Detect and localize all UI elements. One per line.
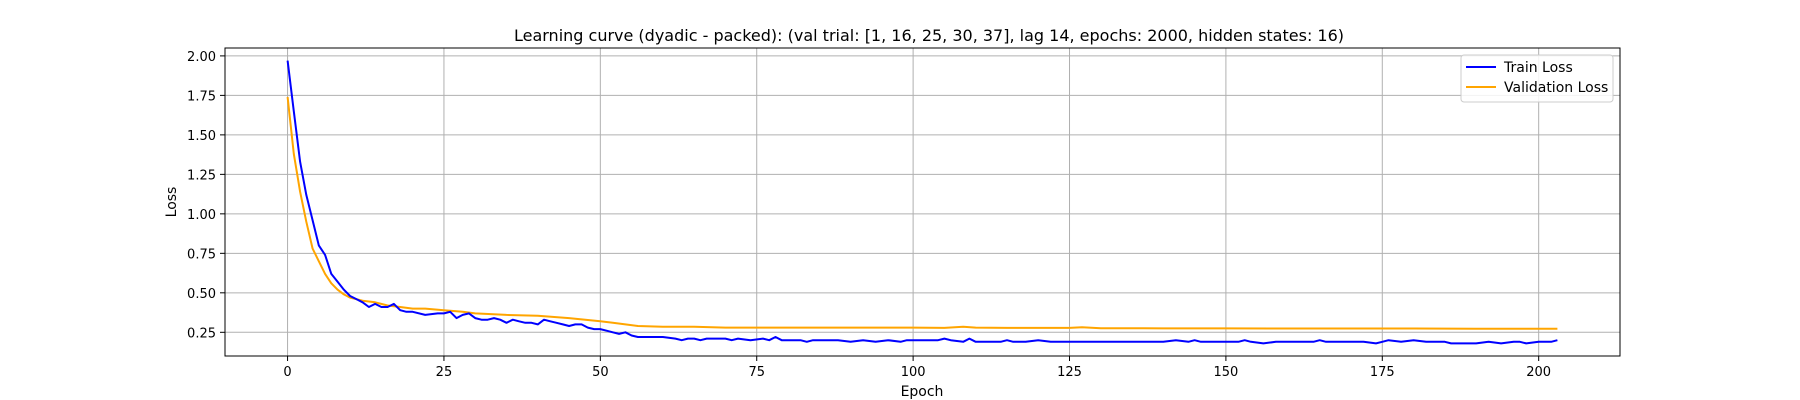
legend-box [1460, 54, 1614, 103]
y-axis-label: Loss [164, 187, 180, 218]
x-tick-label: 75 [748, 365, 765, 380]
legend: Train Loss Validation Loss [1460, 54, 1614, 103]
x-axis-ticks: 0 25 50 75 100 125 150 175 200 [283, 356, 1551, 380]
y-tick-label: 0.50 [187, 287, 216, 302]
validation-loss-line [286, 96, 1558, 330]
y-tick-label: 2.00 [187, 50, 216, 65]
series-layer [286, 60, 1558, 345]
x-tick-label: 175 [1370, 365, 1395, 380]
y-tick-label: 1.00 [187, 208, 216, 223]
chart-title: Learning curve (dyadic - packed): (val t… [514, 26, 1344, 45]
y-axis-ticks: 0.25 0.50 0.75 1.00 1.25 1.50 1.75 2.00 [187, 50, 225, 341]
x-tick-label: 100 [901, 365, 926, 380]
legend-label-validation: Validation Loss [1504, 80, 1608, 96]
y-tick-label: 0.25 [187, 326, 216, 341]
legend-label-train: Train Loss [1503, 60, 1573, 76]
train-loss-line [286, 60, 1558, 345]
y-tick-label: 0.75 [187, 247, 216, 262]
x-tick-label: 200 [1526, 365, 1551, 380]
plot-frame [224, 47, 1621, 357]
y-tick-label: 1.25 [187, 168, 216, 183]
y-tick-label: 1.50 [187, 129, 216, 144]
x-tick-label: 50 [592, 365, 609, 380]
y-tick-label: 1.75 [187, 89, 216, 104]
x-tick-label: 0 [283, 365, 291, 380]
x-tick-label: 25 [436, 365, 453, 380]
x-tick-label: 150 [1213, 365, 1238, 380]
x-axis-label: Epoch [901, 384, 944, 400]
x-tick-label: 125 [1057, 365, 1082, 380]
